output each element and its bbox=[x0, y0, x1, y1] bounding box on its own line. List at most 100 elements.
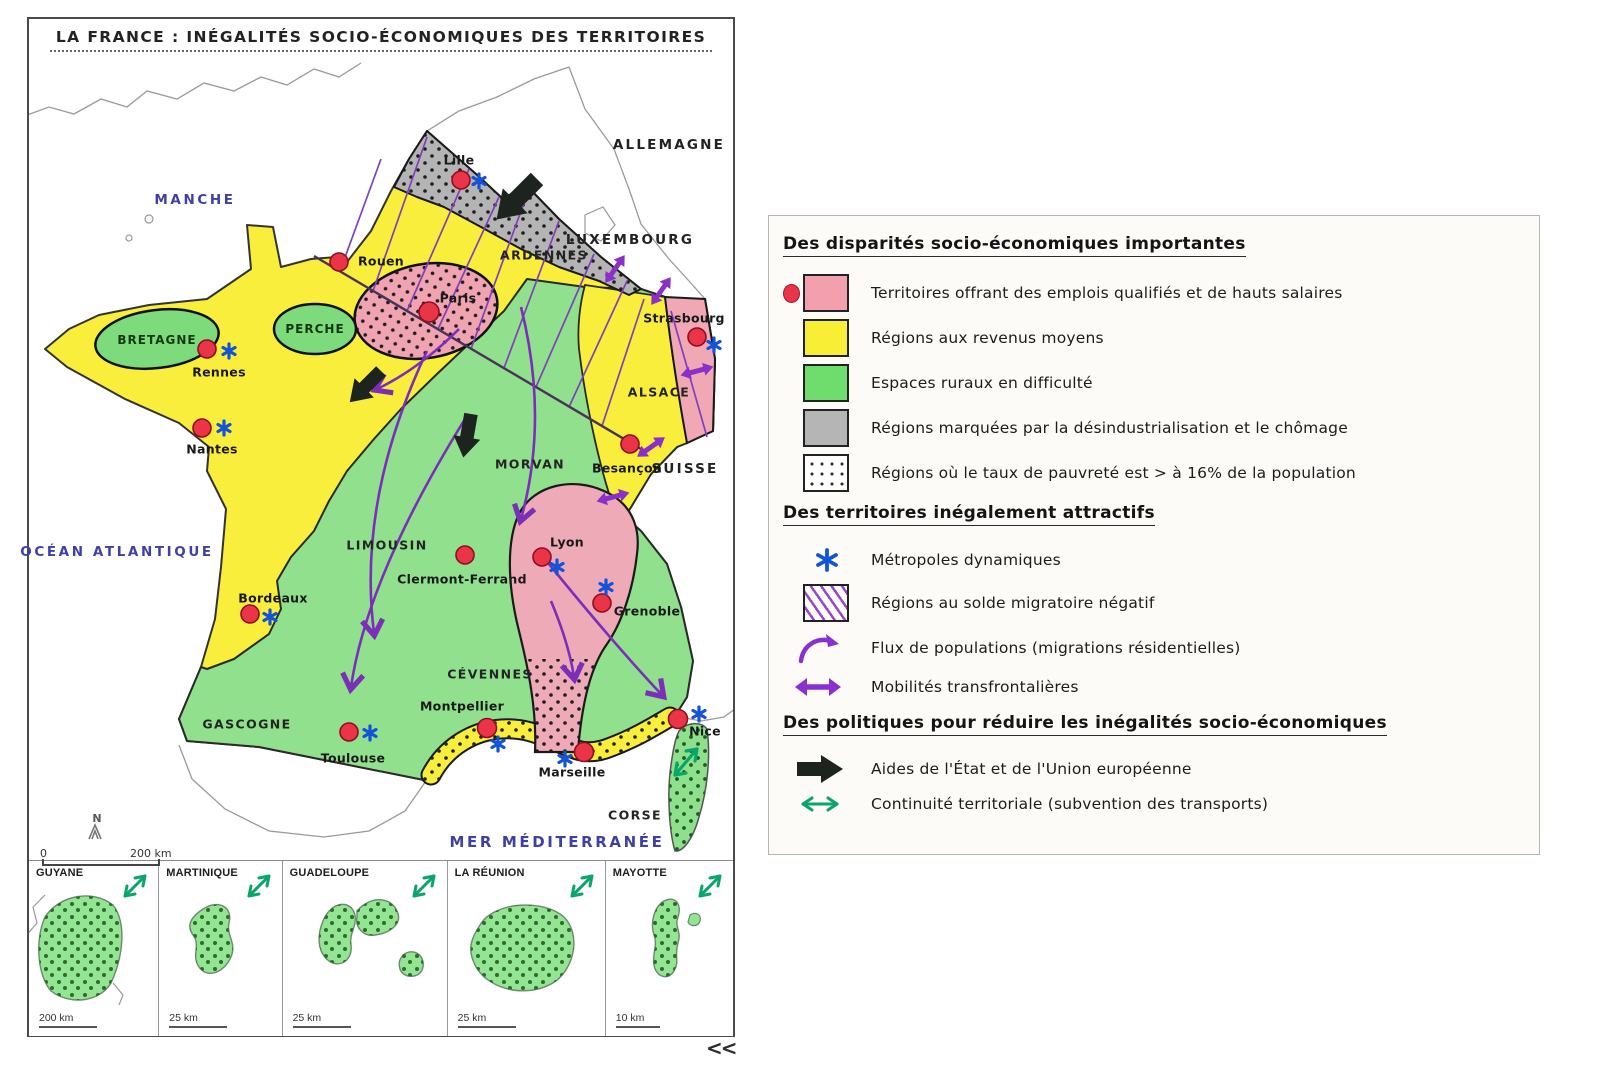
panel-reunion: LA RÉUNION 25 km bbox=[448, 861, 606, 1036]
city-label-toulouse: Toulouse bbox=[320, 750, 386, 766]
overseas-strip: GUYANE 200 km bbox=[29, 860, 733, 1036]
belgium-germany-borders bbox=[426, 66, 706, 300]
channel-island bbox=[144, 214, 154, 224]
legend-item: Mobilités transfrontalières bbox=[783, 674, 1521, 700]
north-letter: N bbox=[92, 812, 102, 825]
guadeloupe-island bbox=[317, 899, 424, 977]
legend-item: Régions où le taux de pauvreté est > à 1… bbox=[783, 454, 1521, 492]
region-label-ardennes: ARDENNES bbox=[500, 247, 588, 263]
panel-label: GUYANE bbox=[36, 867, 84, 879]
legend-item: Aides de l'État et de l'Union européenne bbox=[783, 753, 1521, 785]
city-label-clermont: Clermont-Ferrand bbox=[397, 571, 527, 587]
legend-item-label: Régions marquées par la désindustrialisa… bbox=[871, 419, 1348, 437]
legend-item: Continuité territoriale (subvention des … bbox=[783, 792, 1521, 816]
city-dot-besancon bbox=[620, 434, 640, 454]
map-title: LA FRANCE : INÉGALITÉS SOCIO-ÉCONOMIQUES… bbox=[29, 27, 733, 52]
city-dot-strasbourg bbox=[687, 327, 707, 347]
england-coastline bbox=[29, 62, 362, 115]
metropole-asterisk-icon bbox=[816, 548, 838, 572]
sea-label-atlantique: OCÉAN ATLANTIQUE bbox=[20, 544, 214, 560]
page-turn-mark: << bbox=[706, 1036, 737, 1060]
panel-scale-line bbox=[169, 1026, 228, 1028]
panel-scale-line bbox=[615, 1026, 660, 1028]
state-aid-arrow-icon bbox=[797, 755, 843, 783]
city-dot-icon bbox=[783, 283, 800, 303]
scale-line bbox=[42, 859, 160, 866]
city-dot-clermont bbox=[455, 545, 475, 565]
pink-swatch-icon bbox=[803, 274, 849, 312]
city-dot-grenoble bbox=[592, 593, 612, 613]
legend-section-politiques: Des politiques pour réduire les inégalit… bbox=[783, 709, 1521, 816]
country-label-suisse: SUISSE bbox=[651, 461, 719, 477]
scale-end: 200 km bbox=[130, 847, 172, 860]
region-label-morvan: MORVAN bbox=[494, 456, 566, 472]
panel-guyane: GUYANE 200 km bbox=[29, 861, 160, 1036]
legend-item: Espaces ruraux en difficulté bbox=[783, 364, 1521, 402]
legend-section3-title: Des politiques pour réduire les inégalit… bbox=[783, 713, 1387, 736]
city-label-grenoble: Grenoble bbox=[613, 603, 681, 619]
panel-scale: 25 km bbox=[169, 1006, 228, 1028]
city-dot-lille bbox=[451, 170, 471, 190]
city-label-nice: Nice bbox=[689, 723, 721, 739]
legend-item-label: Régions où le taux de pauvreté est > à 1… bbox=[871, 464, 1356, 482]
martinique-island bbox=[189, 904, 234, 975]
legend-item-label: Régions au solde migratoire négatif bbox=[871, 594, 1155, 612]
flux-arrow-icon bbox=[798, 634, 839, 664]
region-label-corse: CORSE bbox=[608, 807, 662, 823]
panel-scale-text: 25 km bbox=[457, 1012, 487, 1024]
city-label-nantes: Nantes bbox=[186, 441, 238, 457]
country-label-luxembourg: LUXEMBOURG bbox=[565, 232, 695, 248]
panel-scale-line bbox=[292, 1026, 351, 1028]
legend-panel: Des disparités socio-économiques importa… bbox=[768, 215, 1540, 855]
city-label-rennes: Rennes bbox=[192, 364, 246, 380]
channel-island bbox=[125, 234, 133, 242]
france-map-canvas bbox=[29, 19, 733, 860]
city-dot-nice bbox=[667, 708, 689, 730]
hatch-boundary-line bbox=[313, 254, 642, 451]
country-label-allemagne: ALLEMAGNE bbox=[612, 137, 726, 153]
city-dot-bordeaux bbox=[240, 604, 260, 624]
city-dot-rouen bbox=[329, 252, 349, 272]
continuity-arrow-icon bbox=[123, 874, 147, 898]
city-label-lyon: Lyon bbox=[550, 534, 584, 550]
city-dot-toulouse bbox=[339, 722, 359, 742]
legend-item: Régions marquées par la désindustrialisa… bbox=[783, 409, 1521, 447]
panel-scale: 25 km bbox=[292, 1006, 351, 1028]
panel-label: LA RÉUNION bbox=[454, 867, 525, 879]
city-label-bordeaux: Bordeaux bbox=[238, 590, 308, 606]
continuity-arrow-icon bbox=[412, 874, 436, 898]
city-label-rouen: Rouen bbox=[358, 253, 404, 269]
legend-section2-title: Des territoires inégalement attractifs bbox=[783, 503, 1155, 526]
panel-label: GUADELOUPE bbox=[289, 867, 370, 879]
legend-section-disparites: Des disparités socio-économiques importa… bbox=[783, 230, 1521, 492]
panel-scale: 25 km bbox=[457, 1006, 516, 1028]
legend-item-label: Aides de l'État et de l'Union européenne bbox=[871, 760, 1192, 778]
legend-item-label: Espaces ruraux en difficulté bbox=[871, 374, 1093, 392]
legend-item-label: Mobilités transfrontalières bbox=[871, 678, 1079, 696]
perche-oval bbox=[272, 302, 358, 356]
panel-scale: 10 km bbox=[615, 1006, 660, 1028]
city-label-lille: Lille bbox=[443, 152, 475, 168]
panel-scale: 200 km bbox=[39, 1006, 97, 1028]
region-label-perche: PERCHE bbox=[285, 322, 345, 336]
continuity-arrow-icon bbox=[698, 874, 722, 898]
panel-scale-text: 200 km bbox=[39, 1012, 74, 1024]
city-label-strasbourg: Strasbourg bbox=[643, 310, 725, 326]
continuity-arrow-corsica bbox=[673, 747, 699, 777]
region-label-gascogne: GASCOGNE bbox=[202, 716, 292, 732]
city-label-montpellier: Montpellier bbox=[419, 698, 505, 714]
panel-scale-text: 10 km bbox=[615, 1012, 645, 1024]
panel-label: MAYOTTE bbox=[612, 867, 667, 879]
mayotte-island bbox=[651, 898, 701, 978]
luxembourg-outline bbox=[584, 206, 616, 242]
gray-swatch-icon bbox=[803, 409, 849, 447]
panel-scale-line bbox=[39, 1026, 97, 1028]
double-arrow-icon bbox=[795, 678, 841, 696]
north-indicator: N bbox=[85, 812, 109, 825]
hatched-swatch-icon bbox=[803, 584, 849, 622]
panel-scale-text: 25 km bbox=[169, 1012, 198, 1024]
legend-item: Flux de populations (migrations résident… bbox=[783, 631, 1521, 665]
continuity-arrow-icon bbox=[247, 874, 271, 898]
legend-item-label: Territoires offrant des emplois qualifié… bbox=[871, 284, 1343, 302]
